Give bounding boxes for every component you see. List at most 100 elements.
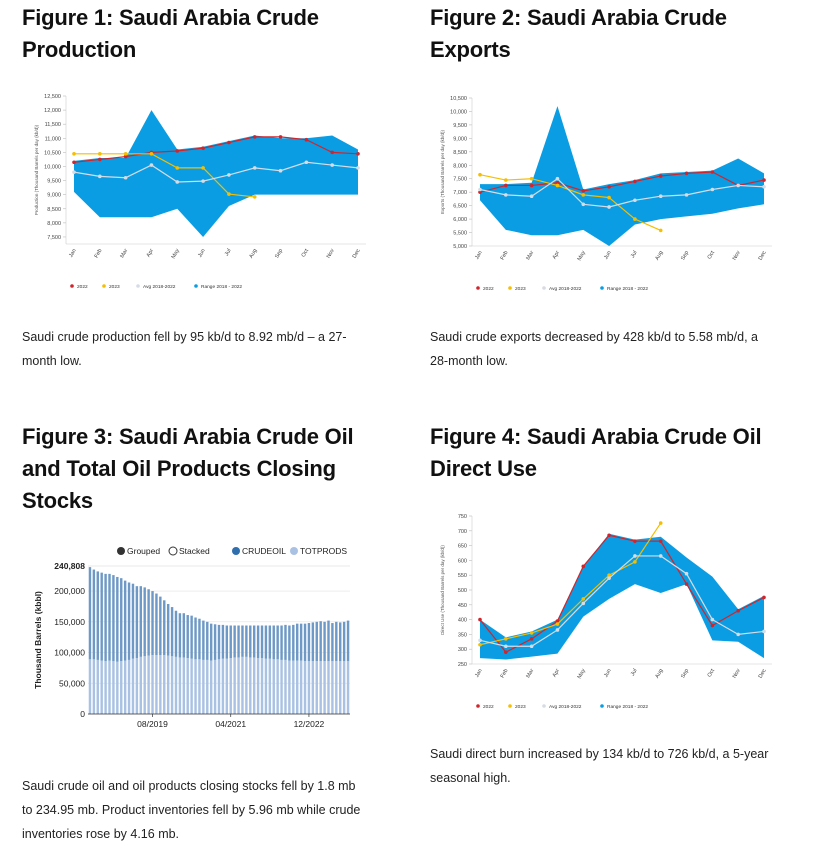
series-point-avg-2018-2022 bbox=[356, 166, 360, 170]
series-point-2022 bbox=[175, 149, 180, 153]
legend-label-2023: 2023 bbox=[109, 284, 120, 290]
bar-crudeoil bbox=[174, 610, 178, 657]
bar-totprods bbox=[315, 661, 318, 714]
bar-crudeoil bbox=[194, 617, 197, 660]
bar-totprods bbox=[327, 661, 330, 714]
figure-2-title-line-2: Exports bbox=[430, 37, 511, 62]
series-point-2023 bbox=[633, 560, 637, 564]
y-tick-label: 450 bbox=[458, 603, 467, 609]
bar-totprods bbox=[104, 661, 107, 714]
bar-crudeoil bbox=[170, 607, 174, 657]
legend-label-crudeoil[interactable]: CRUDEOIL bbox=[242, 546, 286, 556]
series-point-2022 bbox=[710, 170, 715, 174]
series-line-avg-2018-2022 bbox=[479, 177, 765, 208]
figure-1-title-line-2: Production bbox=[22, 37, 137, 62]
series-point-2022 bbox=[633, 179, 637, 184]
series-point-avg-2018-2022 bbox=[607, 576, 611, 580]
series-point-2022 bbox=[607, 533, 611, 538]
bar-crudeoil bbox=[295, 623, 299, 661]
series-point-2023 bbox=[72, 151, 76, 156]
x-tick-label: Oct bbox=[707, 668, 717, 679]
x-tick-label: Dec bbox=[352, 248, 362, 260]
x-tick-label: Aug bbox=[248, 248, 258, 259]
grouped-label[interactable]: Grouped bbox=[127, 546, 160, 556]
y-tick-label: 7,500 bbox=[453, 177, 467, 183]
series-point-avg-2018-2022 bbox=[581, 601, 586, 606]
bar-crudeoil bbox=[163, 600, 166, 655]
series-point-avg-2018-2022 bbox=[581, 202, 586, 207]
series-point-2022 bbox=[201, 146, 205, 150]
bar-crudeoil bbox=[112, 575, 115, 662]
series-point-2023 bbox=[607, 195, 611, 200]
bar-crudeoil bbox=[147, 589, 150, 656]
legend-marker-crudeoil[interactable] bbox=[232, 547, 240, 555]
legend-label-2022: 2022 bbox=[483, 704, 494, 710]
x-tick-label: Aug bbox=[654, 250, 664, 261]
series-point-avg-2018-2022 bbox=[227, 173, 231, 177]
x-tick-label: Jan bbox=[474, 668, 484, 679]
grouped-radio[interactable] bbox=[117, 547, 125, 555]
bar-crudeoil bbox=[256, 625, 260, 659]
bar-crudeoil bbox=[88, 567, 92, 660]
legend-label-totprods[interactable]: TOTPRODS bbox=[300, 546, 347, 556]
figure-4-title-line-2: Direct Use bbox=[430, 456, 537, 481]
series-point-2023 bbox=[581, 193, 586, 197]
bar-totprods bbox=[147, 655, 150, 714]
bar-totprods bbox=[311, 661, 315, 714]
y-tick-label: 5,500 bbox=[453, 231, 467, 237]
series-line-avg-2018-2022 bbox=[73, 161, 359, 183]
y-tick-label: 10,000 bbox=[44, 164, 61, 170]
series-point-2023 bbox=[149, 151, 154, 156]
legend-marker-2023 bbox=[508, 704, 512, 708]
series-point-2022 bbox=[529, 637, 534, 641]
legend-marker-range-2018-2022 bbox=[600, 704, 604, 708]
x-tick-label: Mar bbox=[525, 250, 535, 261]
bar-crudeoil bbox=[315, 621, 318, 662]
stacked-label[interactable]: Stacked bbox=[179, 546, 210, 556]
series-point-2022 bbox=[330, 150, 334, 155]
bar-totprods bbox=[272, 659, 275, 714]
figure-2-caption: Saudi crude exports decreased by 428 kb/… bbox=[430, 325, 805, 373]
series-point-2022 bbox=[98, 157, 102, 162]
series-point-avg-2018-2022 bbox=[529, 644, 534, 649]
series-point-avg-2018-2022 bbox=[736, 632, 740, 637]
bar-crudeoil bbox=[221, 624, 225, 659]
series-point-avg-2018-2022 bbox=[736, 183, 740, 188]
bar-crudeoil bbox=[100, 572, 103, 661]
bar-crudeoil bbox=[123, 580, 127, 661]
legend-marker-totprods[interactable] bbox=[290, 547, 298, 555]
bar-totprods bbox=[213, 659, 217, 714]
y-tick-label: 11,500 bbox=[45, 122, 61, 128]
bar-crudeoil bbox=[311, 622, 315, 662]
series-point-2023 bbox=[555, 622, 560, 626]
x-tick-label: Apr bbox=[552, 250, 562, 261]
bar-totprods bbox=[209, 660, 213, 714]
series-point-2022 bbox=[633, 539, 637, 543]
x-tick-label: Feb bbox=[500, 250, 510, 261]
y-axis-label: Direct Use (Thousand Barrels per day (kb… bbox=[440, 545, 445, 635]
bar-crudeoil bbox=[272, 625, 275, 660]
x-tick-label: Mar bbox=[119, 248, 129, 259]
bar-totprods bbox=[100, 660, 103, 714]
bar-totprods bbox=[280, 659, 283, 714]
stacked-radio[interactable] bbox=[168, 546, 178, 556]
bar-crudeoil bbox=[335, 621, 338, 662]
series-point-2023 bbox=[504, 637, 508, 641]
bar-crudeoil bbox=[288, 625, 291, 661]
range-band bbox=[480, 106, 764, 246]
bar-crudeoil bbox=[131, 583, 135, 659]
y-tick-label: 8,000 bbox=[47, 221, 61, 227]
bar-totprods bbox=[178, 657, 182, 714]
figure-3-panel: Figure 3: Saudi Arabia Crude Oil and Tot… bbox=[22, 421, 402, 517]
bar-totprods bbox=[206, 659, 209, 714]
series-line-2022 bbox=[73, 136, 359, 163]
series-point-avg-2018-2022 bbox=[607, 205, 611, 209]
x-tick-label: Jun bbox=[197, 248, 207, 259]
bar-crudeoil bbox=[264, 625, 268, 659]
y-tick-label: 100,000 bbox=[54, 648, 85, 658]
series-point-2022 bbox=[762, 595, 766, 600]
series-line-2022 bbox=[479, 534, 765, 653]
y-tick-label: 0 bbox=[80, 709, 85, 719]
bar-totprods bbox=[151, 654, 154, 714]
series-point-2022 bbox=[227, 140, 231, 145]
